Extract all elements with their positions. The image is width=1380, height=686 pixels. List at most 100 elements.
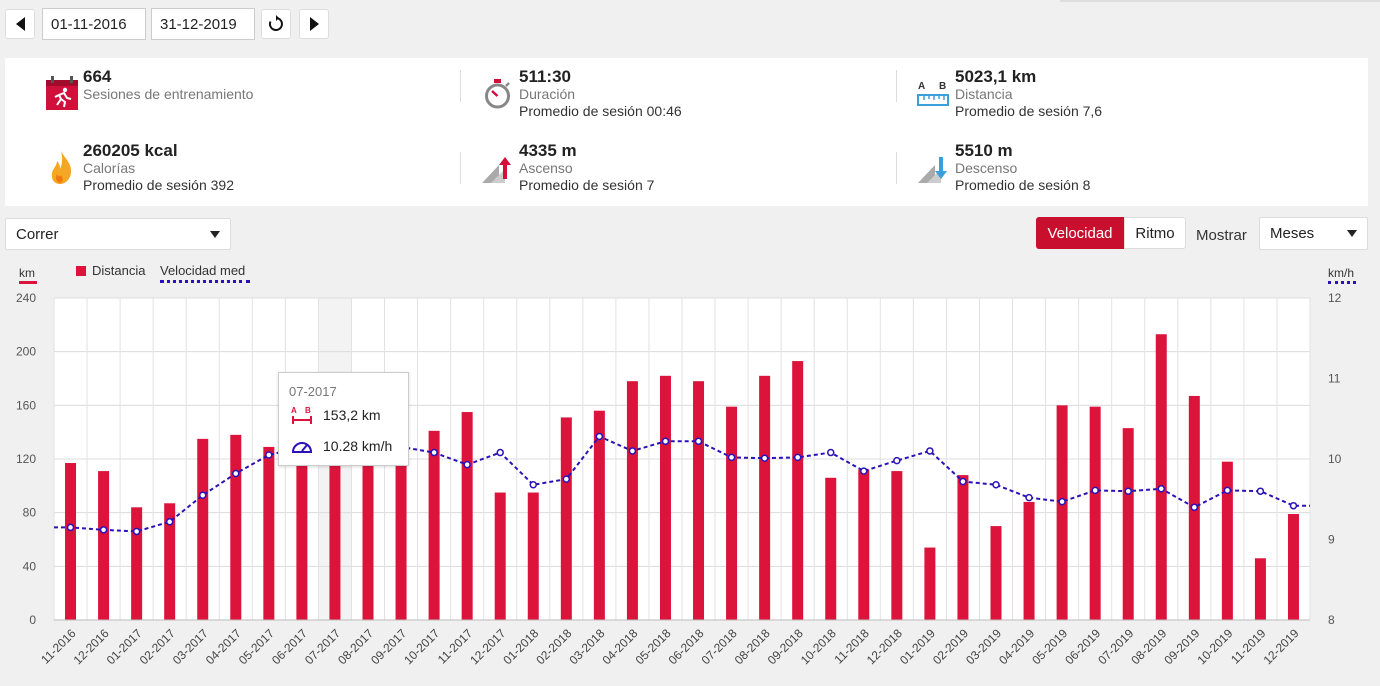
speed-point[interactable] [661, 437, 670, 446]
bar-distance[interactable] [527, 492, 539, 620]
distance-ab-icon: A B [291, 406, 312, 424]
speed-point[interactable] [99, 526, 108, 534]
y2-tick-label: 9 [1328, 533, 1335, 547]
sport-select[interactable]: Correr [5, 218, 231, 250]
bar-distance[interactable] [98, 471, 110, 620]
bar-distance[interactable] [858, 469, 870, 620]
bar-distance[interactable] [230, 434, 242, 620]
calories-value: 260205 kcal [83, 141, 178, 160]
bar-distance[interactable] [131, 507, 143, 620]
speed-point[interactable] [1025, 493, 1033, 502]
bar-distance[interactable] [1221, 461, 1233, 620]
legend-speed[interactable]: Velocidad med [160, 263, 250, 283]
bar-distance[interactable] [1056, 405, 1068, 620]
speed-point[interactable] [1124, 487, 1132, 495]
speed-point[interactable] [1223, 486, 1232, 495]
speed-point[interactable] [232, 469, 240, 478]
x-tick-label: 11-2019 [1228, 626, 1269, 667]
speed-point[interactable] [826, 448, 835, 457]
bar-distance[interactable] [759, 375, 771, 620]
left-axis-unit: km [19, 266, 37, 284]
bar-distance[interactable] [494, 492, 506, 620]
speed-point[interactable] [198, 491, 207, 499]
speed-point[interactable] [66, 523, 75, 532]
x-tick-label: 03-2017 [170, 626, 211, 667]
bar-distance[interactable] [1254, 558, 1266, 620]
x-tick-label: 09-2018 [765, 626, 806, 667]
speed-point[interactable] [694, 437, 703, 446]
bar-distance[interactable] [990, 526, 1002, 620]
bar-distance[interactable] [891, 471, 903, 620]
bar-distance[interactable] [659, 375, 671, 620]
bar-distance[interactable] [693, 381, 705, 620]
speed-point[interactable] [1256, 487, 1265, 495]
bar-distance[interactable] [957, 475, 969, 620]
speed-point[interactable] [860, 467, 868, 475]
legend-distance[interactable]: Distancia [76, 263, 145, 278]
bar-distance[interactable] [1023, 501, 1035, 620]
bar-distance[interactable] [164, 503, 176, 620]
x-tick-label: 11-2016 [38, 626, 79, 667]
speed-point[interactable] [893, 456, 901, 465]
bar-distance[interactable] [65, 463, 77, 620]
plot-area [54, 298, 1310, 620]
speed-point[interactable] [992, 481, 1000, 489]
running-calendar-icon [46, 76, 78, 110]
bar-distance[interactable] [726, 406, 738, 620]
speed-point[interactable] [165, 518, 174, 526]
speed-point[interactable] [1157, 485, 1166, 493]
bar-distance[interactable] [593, 410, 605, 620]
speed-point[interactable] [628, 447, 637, 455]
bar-distance[interactable] [1155, 334, 1167, 620]
speed-point[interactable] [265, 451, 273, 459]
bar-distance[interactable] [792, 361, 804, 620]
speed-point[interactable] [1190, 503, 1199, 512]
bar-distance[interactable] [626, 381, 638, 620]
next-period-button[interactable] [299, 9, 329, 39]
speed-point[interactable] [793, 453, 802, 462]
bar-distance[interactable] [428, 430, 440, 620]
speed-point[interactable] [463, 460, 471, 469]
speed-point[interactable] [1091, 486, 1099, 495]
bar-distance[interactable] [560, 417, 572, 620]
pace-toggle[interactable]: Ritmo [1124, 217, 1186, 249]
x-tick-label: 02-2018 [533, 626, 574, 667]
speed-point[interactable] [562, 475, 571, 483]
bar-distance[interactable] [1287, 514, 1299, 620]
previous-period-button[interactable] [5, 9, 35, 39]
bar-distance[interactable] [924, 547, 936, 620]
x-tick-label: 03-2018 [566, 626, 607, 667]
end-date-input[interactable] [151, 8, 255, 40]
refresh-button[interactable] [261, 9, 291, 39]
x-tick-label: 01-2019 [897, 626, 938, 667]
bar-distance[interactable] [296, 454, 308, 620]
period-select[interactable]: Meses [1259, 217, 1368, 250]
speed-point[interactable] [1058, 497, 1066, 506]
bar-distance[interactable] [825, 477, 837, 620]
speed-point[interactable] [132, 527, 141, 536]
speed-point[interactable] [496, 448, 504, 457]
start-date-input[interactable] [42, 8, 146, 40]
speed-point[interactable] [430, 448, 438, 457]
refresh-icon [268, 15, 283, 31]
x-tick-label: 08-2017 [335, 626, 376, 667]
speed-point[interactable] [727, 453, 736, 462]
stat-duration: 511:30 Duración Promedio de sesión 00:46 [481, 67, 901, 127]
speed-point[interactable] [959, 477, 967, 486]
speed-point[interactable] [529, 481, 538, 489]
bar-distance[interactable] [395, 453, 407, 620]
bar-distance[interactable] [1188, 395, 1200, 620]
speed-point[interactable] [926, 447, 934, 455]
bar-distance[interactable] [1089, 406, 1101, 620]
speed-point[interactable] [595, 432, 604, 441]
velocity-toggle[interactable]: Velocidad [1036, 217, 1124, 249]
speed-point[interactable] [760, 454, 769, 462]
x-tick-label: 11-2018 [831, 626, 872, 667]
stat-distance: A B 5023,1 km Distancia Promedio de sesi… [917, 67, 1337, 127]
bar-distance[interactable] [263, 446, 275, 620]
bar-distance[interactable] [1122, 428, 1134, 620]
bar-distance[interactable] [461, 412, 473, 620]
bar-distance[interactable] [362, 444, 374, 620]
speed-point[interactable] [1289, 501, 1298, 510]
bar-distance[interactable] [197, 438, 209, 620]
